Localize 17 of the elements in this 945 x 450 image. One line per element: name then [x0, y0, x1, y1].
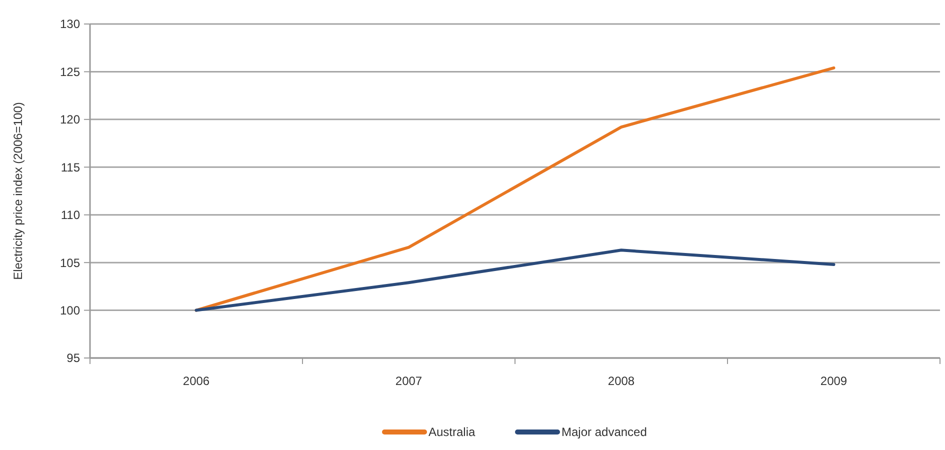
y-tick-label: 130	[60, 17, 80, 32]
legend-label: Australia	[428, 425, 476, 440]
x-tick-label: 2008	[608, 374, 635, 388]
y-tick-label: 115	[60, 160, 80, 174]
y-tick-label: 120	[60, 112, 80, 127]
x-tick-label: 2007	[395, 374, 422, 388]
y-tick-label: 125	[60, 64, 80, 79]
y-tick-label: 100	[60, 303, 80, 318]
legend-label: Major advanced	[562, 425, 647, 440]
y-tick-label: 110	[60, 208, 80, 222]
y-axis-title: Electricity price index (2006=100)	[11, 102, 25, 280]
y-tick-label: 95	[66, 351, 80, 366]
y-tick-label: 105	[60, 256, 80, 270]
line-series	[194, 248, 836, 312]
line-series	[194, 66, 836, 312]
x-tick-label: 2006	[182, 374, 210, 388]
x-tick-label: 2009	[820, 374, 848, 388]
